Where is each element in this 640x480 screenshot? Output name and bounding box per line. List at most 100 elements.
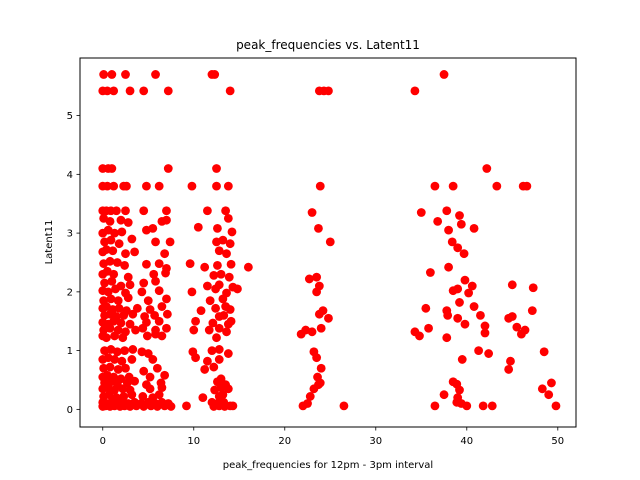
data-point xyxy=(138,323,148,333)
data-point xyxy=(214,246,224,256)
data-point xyxy=(443,310,453,320)
y-tick-label: 4 xyxy=(67,170,73,181)
data-point xyxy=(304,274,314,284)
data-point xyxy=(145,372,155,382)
data-point xyxy=(474,346,484,356)
data-point xyxy=(139,402,149,411)
data-point xyxy=(160,401,170,411)
data-point xyxy=(447,237,457,247)
data-point xyxy=(103,287,113,297)
data-point xyxy=(120,346,129,356)
data-point xyxy=(444,262,453,272)
data-point xyxy=(198,393,208,403)
data-point xyxy=(121,363,130,373)
data-point xyxy=(123,272,133,282)
data-point xyxy=(212,164,221,173)
x-axis: 0 10 20 30 40 50 xyxy=(100,427,564,447)
data-point xyxy=(110,331,119,341)
data-point xyxy=(312,287,322,297)
data-point xyxy=(214,355,224,364)
data-point xyxy=(213,261,222,270)
data-point xyxy=(118,333,128,343)
data-point xyxy=(214,345,224,354)
data-point xyxy=(117,227,127,237)
x-tick-label: 10 xyxy=(187,436,200,447)
data-point xyxy=(221,206,231,216)
data-point xyxy=(243,262,253,272)
data-point xyxy=(109,269,119,279)
data-point xyxy=(507,280,517,290)
data-point xyxy=(211,284,221,294)
data-point xyxy=(151,70,160,79)
data-point xyxy=(162,323,171,333)
data-point xyxy=(444,225,453,235)
data-point xyxy=(210,70,220,79)
data-point xyxy=(205,296,215,306)
chart-title: peak_frequencies vs. Latent11 xyxy=(236,38,420,52)
data-point xyxy=(216,383,226,393)
x-axis-label: peak_frequencies for 12pm - 3pm interval xyxy=(223,460,433,471)
data-point xyxy=(189,325,199,335)
data-point xyxy=(119,310,129,320)
data-point xyxy=(154,259,164,269)
data-point xyxy=(116,318,126,328)
data-point xyxy=(154,286,164,296)
data-point xyxy=(416,208,426,217)
data-point xyxy=(339,401,349,411)
data-point xyxy=(453,243,463,253)
data-point xyxy=(507,312,517,321)
data-point xyxy=(226,259,236,269)
data-point xyxy=(110,355,119,364)
data-point xyxy=(453,284,463,294)
data-point xyxy=(110,228,119,238)
data-point xyxy=(439,390,449,400)
data-point xyxy=(222,249,231,259)
data-point xyxy=(544,390,554,400)
data-point xyxy=(109,181,119,191)
data-point xyxy=(430,181,440,191)
data-point xyxy=(225,86,235,96)
data-point xyxy=(111,284,120,294)
data-point xyxy=(522,181,532,191)
data-point xyxy=(203,356,212,366)
data-point xyxy=(504,365,514,374)
data-point xyxy=(182,401,191,411)
data-point xyxy=(305,392,315,401)
data-point xyxy=(163,86,173,96)
data-point xyxy=(455,298,464,307)
data-point xyxy=(145,384,155,394)
data-point xyxy=(442,333,452,343)
data-point xyxy=(459,249,469,259)
data-point xyxy=(116,215,126,225)
data-point xyxy=(125,402,135,411)
data-point xyxy=(109,86,119,96)
data-point xyxy=(233,284,242,294)
data-point xyxy=(207,346,217,356)
data-point xyxy=(162,309,172,319)
data-point xyxy=(166,402,176,411)
x-tick-label: 20 xyxy=(278,436,291,447)
data-point xyxy=(537,384,547,394)
data-point xyxy=(109,316,119,326)
data-point xyxy=(146,401,156,411)
data-point xyxy=(547,378,556,388)
data-point xyxy=(218,294,228,304)
data-point xyxy=(148,223,158,233)
data-point xyxy=(102,181,112,191)
data-point xyxy=(492,181,502,191)
data-point xyxy=(139,206,149,216)
data-point xyxy=(209,362,219,372)
data-point xyxy=(324,313,333,323)
data-point xyxy=(480,321,490,331)
data-point xyxy=(142,331,152,341)
data-point xyxy=(151,276,160,286)
data-point xyxy=(187,287,197,297)
data-point xyxy=(123,293,133,303)
data-point xyxy=(102,86,112,96)
data-point xyxy=(125,280,135,290)
data-point xyxy=(223,349,233,358)
data-point xyxy=(512,322,522,332)
data-point xyxy=(152,363,162,373)
data-point xyxy=(211,303,221,313)
